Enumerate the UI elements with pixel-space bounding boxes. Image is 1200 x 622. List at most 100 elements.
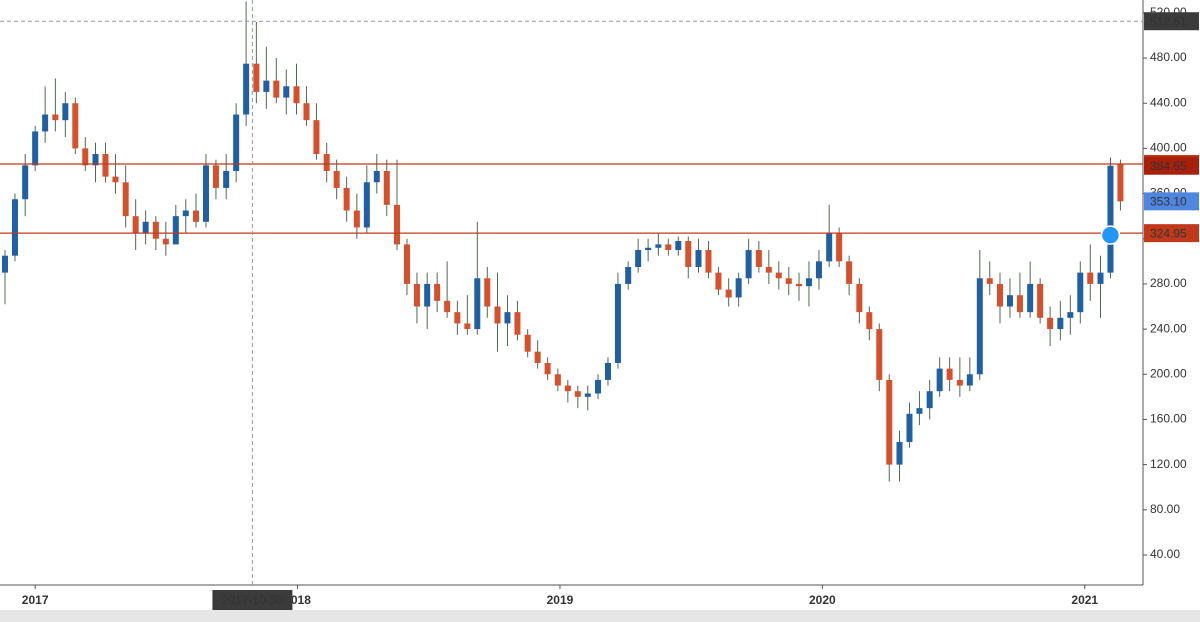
- candle-body: [333, 170, 340, 188]
- candle-body: [916, 408, 923, 414]
- candle-body: [765, 266, 772, 273]
- candle-body: [705, 250, 712, 273]
- candle-body: [122, 182, 129, 217]
- candle-body: [243, 63, 250, 115]
- price-tag: [1144, 156, 1199, 175]
- candle-body: [132, 216, 139, 234]
- candle-body: [604, 362, 611, 380]
- candle-body: [92, 154, 99, 166]
- candle-body: [886, 379, 893, 465]
- candle-body: [645, 247, 652, 251]
- candle-body: [665, 244, 672, 251]
- y-tick-label: 280.00: [1150, 276, 1187, 290]
- candle-body: [815, 261, 822, 279]
- candle-body: [454, 312, 461, 324]
- candle-body: [102, 154, 109, 177]
- candle-body: [424, 283, 431, 307]
- marker-icon: [1100, 225, 1121, 245]
- candle-body: [595, 379, 602, 394]
- candle-body: [1006, 295, 1013, 307]
- candle-body: [715, 272, 722, 290]
- y-tick-label: 40.00: [1150, 547, 1180, 561]
- x-tick-label: 2019: [547, 593, 574, 607]
- candle-body: [534, 351, 541, 363]
- candle-body: [444, 300, 451, 313]
- candle-body: [474, 278, 481, 330]
- candle-body: [1077, 272, 1084, 313]
- candle-body: [223, 170, 230, 188]
- candle-body: [896, 442, 903, 465]
- candle-body: [836, 233, 843, 262]
- y-tick-label: 400.00: [1150, 141, 1187, 155]
- candle-body: [996, 283, 1003, 307]
- candle-body: [62, 103, 69, 121]
- x-tick-label: 2021: [1071, 593, 1098, 607]
- candle-body: [805, 278, 812, 287]
- candle-body: [1016, 295, 1023, 313]
- y-tick-label: 240.00: [1150, 321, 1187, 335]
- candle-body: [32, 131, 39, 166]
- candle-body: [1117, 163, 1124, 202]
- candle-body: [554, 374, 561, 386]
- candle-body: [22, 165, 29, 200]
- candle-body: [82, 148, 89, 166]
- candle-body: [343, 187, 350, 211]
- price-tag: [1144, 224, 1199, 243]
- candle-body: [182, 210, 189, 217]
- candle-body: [614, 283, 621, 363]
- candle-body: [785, 278, 792, 284]
- candle-body: [403, 244, 410, 284]
- candle-body: [42, 114, 49, 132]
- candle-body: [142, 221, 149, 234]
- candle-body: [383, 170, 390, 205]
- candle-body: [1107, 165, 1114, 273]
- y-tick-label: 160.00: [1150, 412, 1187, 426]
- candle-body: [946, 368, 953, 380]
- candle-body: [193, 210, 200, 222]
- candle-body: [263, 80, 270, 92]
- candle-body: [866, 312, 873, 330]
- crosshair-y-label: 512.61: [1150, 14, 1187, 28]
- candle-body: [846, 261, 853, 284]
- candle-body: [514, 312, 521, 335]
- candle-body: [162, 238, 169, 245]
- candle-body: [202, 165, 209, 222]
- candle-body: [635, 250, 642, 267]
- candle-body: [1057, 317, 1064, 330]
- candle-body: [1037, 283, 1044, 318]
- candle-body: [434, 283, 441, 301]
- candle-body: [775, 272, 782, 279]
- candle-body: [745, 250, 752, 279]
- price-tag: [1144, 192, 1199, 211]
- candle-body: [876, 329, 883, 380]
- candle-body: [574, 391, 581, 397]
- candle-body: [303, 103, 310, 121]
- candle-body: [675, 241, 682, 251]
- candle-body: [353, 210, 360, 228]
- y-tick-label: 200.00: [1150, 366, 1187, 380]
- x-tick-label: 2020: [809, 593, 836, 607]
- candle-body: [544, 362, 551, 375]
- candle-body: [564, 385, 571, 392]
- candle-body: [795, 283, 802, 287]
- x-tick-label: 2017: [22, 593, 49, 607]
- price-tag-label: 353.10: [1150, 195, 1187, 209]
- candle-body: [1047, 317, 1054, 330]
- candle-body: [695, 250, 702, 267]
- candle-body: [856, 283, 863, 313]
- candle-body: [524, 334, 531, 352]
- status-bar: [0, 610, 1200, 622]
- candle-body: [413, 283, 420, 307]
- crosshair-y-tag: [1144, 12, 1199, 31]
- candle-body: [464, 323, 471, 330]
- candle-body: [966, 374, 973, 386]
- candle-body: [725, 289, 732, 298]
- candle-body: [494, 306, 501, 324]
- candle-body: [212, 165, 219, 188]
- y-tick-label: 480.00: [1150, 50, 1187, 64]
- candle-body: [625, 266, 632, 284]
- candle-body: [504, 312, 511, 324]
- candle-body: [735, 278, 742, 298]
